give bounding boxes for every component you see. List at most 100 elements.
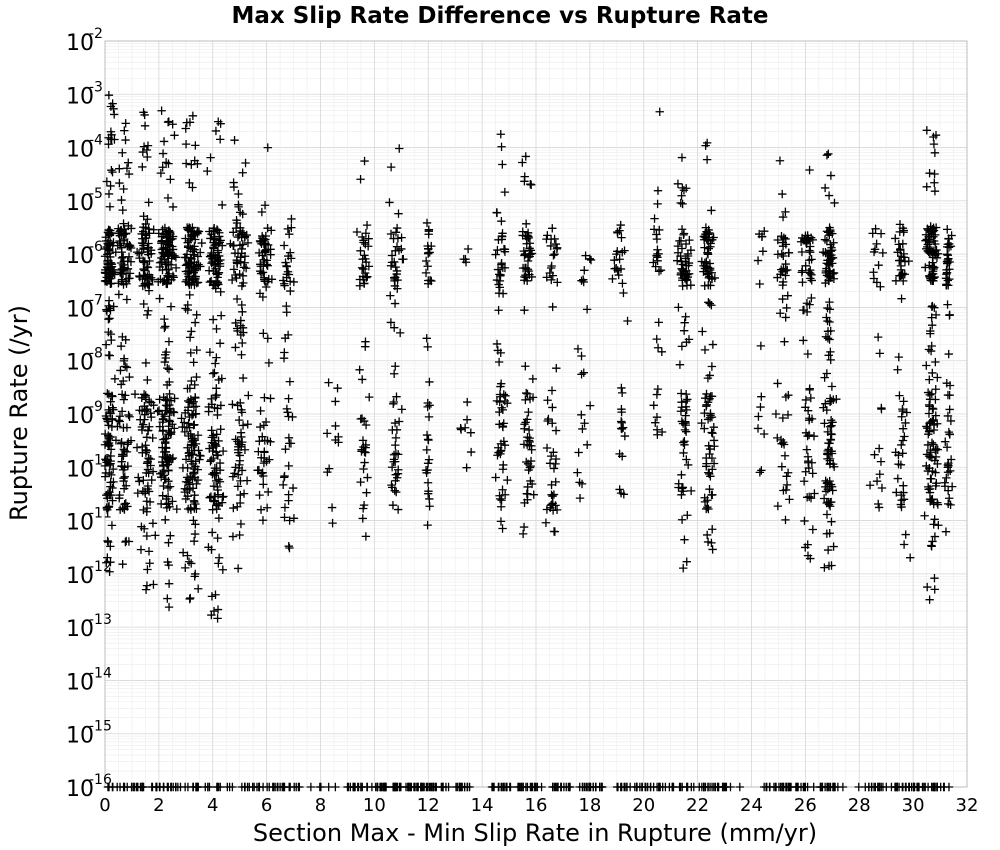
data-point bbox=[613, 266, 622, 275]
data-point bbox=[239, 278, 248, 288]
data-point bbox=[548, 506, 558, 515]
data-point bbox=[785, 495, 794, 504]
data-point bbox=[182, 423, 192, 432]
data-point bbox=[550, 250, 559, 259]
data-point bbox=[705, 371, 714, 380]
data-point bbox=[698, 327, 707, 336]
data-point bbox=[121, 537, 130, 547]
data-point bbox=[104, 296, 114, 305]
data-point bbox=[944, 494, 954, 503]
y-tick-base: 10 bbox=[66, 84, 94, 109]
data-point bbox=[674, 303, 683, 312]
data-point bbox=[702, 459, 711, 468]
data-point bbox=[233, 232, 243, 242]
data-point bbox=[122, 164, 132, 173]
data-point bbox=[709, 436, 719, 445]
data-point bbox=[163, 193, 173, 203]
data-point bbox=[551, 477, 560, 487]
data-point bbox=[256, 422, 265, 432]
y-tick-exponent: -6 bbox=[89, 239, 103, 255]
data-point bbox=[117, 253, 127, 263]
data-point bbox=[216, 119, 225, 128]
data-point bbox=[421, 268, 431, 278]
data-point bbox=[214, 268, 224, 277]
data-point bbox=[214, 436, 223, 446]
data-point bbox=[289, 514, 299, 523]
data-point bbox=[677, 397, 686, 407]
data-point bbox=[495, 491, 504, 500]
y-tick-exponent: -12 bbox=[89, 559, 112, 575]
data-point bbox=[397, 244, 406, 254]
data-point bbox=[191, 393, 200, 403]
data-point bbox=[810, 489, 819, 498]
data-point bbox=[707, 206, 716, 215]
data-point bbox=[423, 398, 432, 408]
data-point bbox=[229, 228, 238, 237]
data-point bbox=[103, 553, 112, 562]
data-point bbox=[876, 229, 886, 238]
data-point bbox=[357, 447, 366, 456]
data-point bbox=[802, 445, 812, 454]
data-point bbox=[280, 503, 290, 512]
data-point bbox=[702, 400, 711, 409]
data-point bbox=[524, 407, 533, 417]
data-point bbox=[945, 405, 954, 414]
data-point bbox=[165, 389, 174, 399]
data-point bbox=[801, 231, 810, 240]
data-point bbox=[781, 515, 790, 525]
data-point bbox=[115, 164, 124, 173]
data-point bbox=[930, 187, 940, 196]
data-point bbox=[141, 358, 151, 368]
data-point bbox=[358, 254, 367, 264]
data-point bbox=[166, 782, 175, 792]
data-point bbox=[122, 363, 132, 372]
data-point bbox=[362, 488, 371, 497]
data-point bbox=[893, 365, 902, 374]
data-point bbox=[617, 233, 626, 242]
data-point bbox=[931, 411, 940, 420]
data-point bbox=[259, 421, 269, 430]
data-point bbox=[704, 468, 713, 477]
data-point bbox=[944, 234, 953, 243]
data-point bbox=[778, 189, 787, 199]
data-point bbox=[822, 236, 832, 246]
data-point bbox=[829, 274, 839, 283]
data-point bbox=[183, 782, 193, 792]
data-point bbox=[887, 782, 896, 792]
data-point bbox=[140, 487, 150, 496]
data-point bbox=[365, 392, 374, 402]
data-point bbox=[653, 343, 663, 352]
data-point bbox=[209, 226, 218, 236]
data-point bbox=[104, 225, 113, 235]
data-point bbox=[922, 361, 931, 370]
data-point bbox=[803, 540, 812, 549]
data-point bbox=[521, 388, 531, 398]
data-point bbox=[331, 397, 340, 406]
data-point bbox=[649, 225, 659, 234]
data-point bbox=[578, 424, 587, 434]
data-point bbox=[205, 444, 214, 453]
data-point bbox=[780, 337, 789, 346]
data-point bbox=[119, 184, 128, 194]
data-point bbox=[110, 374, 120, 384]
data-point bbox=[496, 449, 505, 459]
data-point bbox=[683, 272, 693, 282]
data-point bbox=[677, 470, 686, 480]
data-point bbox=[580, 419, 589, 428]
data-point bbox=[257, 231, 267, 241]
data-point bbox=[160, 357, 170, 367]
data-point bbox=[943, 251, 953, 260]
data-point bbox=[213, 270, 223, 279]
data-point bbox=[215, 339, 225, 348]
data-point bbox=[282, 301, 291, 311]
data-point bbox=[781, 271, 790, 280]
data-point bbox=[616, 220, 625, 230]
data-point bbox=[823, 334, 833, 343]
data-point bbox=[394, 465, 403, 474]
data-point bbox=[209, 260, 219, 270]
data-point bbox=[926, 474, 935, 483]
data-point bbox=[262, 503, 272, 512]
data-point bbox=[231, 270, 240, 280]
data-point bbox=[193, 782, 202, 792]
data-point bbox=[280, 471, 289, 481]
